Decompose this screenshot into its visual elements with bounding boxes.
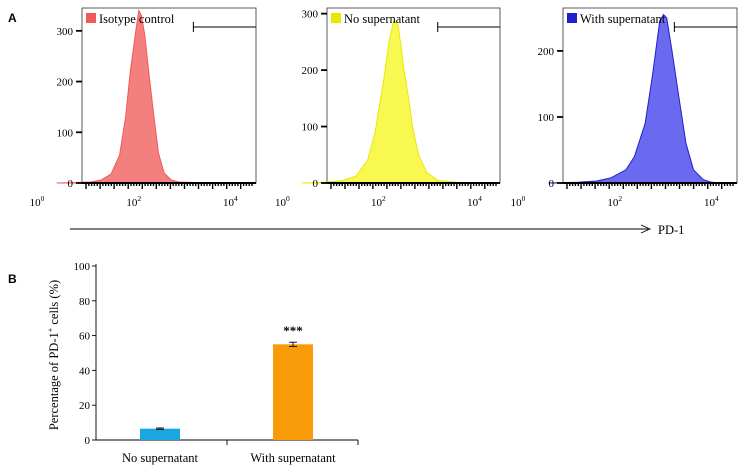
y-tick-label: 80 [79, 296, 91, 308]
x-tick-label: 102 [371, 194, 386, 209]
y-tick-label: 100 [74, 261, 91, 273]
histogram-with-supernatant: 0 100 200 100 102 104 With supernatant [511, 7, 738, 209]
y-tick-label: 200 [57, 77, 74, 89]
histogram-isotype-control: 0 100 200 300 100 102 104 Isotype control [30, 7, 257, 209]
histogram-area [56, 8, 256, 184]
y-tick-label: 200 [538, 46, 555, 58]
y-tick-label: 100 [302, 122, 319, 134]
legend-swatch-with-supernatant [567, 13, 577, 23]
x-category-label: With supernatant [250, 451, 336, 465]
x-tick-label: 104 [467, 194, 482, 209]
y-axis-label: Percentage of PD-1+ cells (%) [46, 280, 61, 430]
x-category-label: No supernatant [122, 451, 199, 465]
y-tick-label: 300 [302, 9, 319, 21]
x-tick-label: 104 [704, 194, 719, 209]
y-tick-label: 0 [85, 435, 91, 447]
panel-b-label: B [8, 272, 17, 286]
x-tick-label: 100 [30, 194, 45, 209]
y-tick-label: 200 [302, 65, 319, 77]
plot-frame [81, 7, 257, 184]
y-tick-label: 0 [313, 178, 319, 190]
y-tick-label: 100 [57, 127, 74, 139]
legend-with-supernatant: With supernatant [580, 12, 666, 26]
x-tick-label: 102 [126, 194, 141, 209]
histogram-no-supernatant: 0 100 200 300 100 102 104 No supernatant [275, 7, 501, 209]
x-tick-label: 104 [223, 194, 238, 209]
histogram-area [548, 13, 737, 184]
y-tick-label: 60 [79, 331, 91, 343]
x-tick-label: 100 [275, 194, 290, 209]
bar-with-supernatant [273, 344, 313, 440]
y-tick-label: 0 [549, 178, 555, 190]
bar-no-supernatant [140, 428, 180, 440]
y-tick-label: 40 [79, 365, 91, 377]
legend-isotype-control: Isotype control [99, 12, 175, 26]
legend-swatch-no-supernatant [331, 13, 341, 23]
x-tick-label: 102 [607, 194, 622, 209]
y-tick-label: 20 [79, 400, 91, 412]
legend-no-supernatant: No supernatant [344, 12, 421, 26]
histogram-area [301, 18, 500, 184]
x-tick-label: 100 [511, 194, 526, 209]
significance-annotation: *** [283, 323, 303, 338]
panel-a-label: A [8, 11, 17, 25]
pd1-axis-label: PD-1 [658, 223, 684, 237]
y-tick-label: 100 [538, 112, 555, 124]
pd1-axis-arrow-head [640, 224, 652, 234]
y-tick-label: 0 [68, 178, 74, 190]
bar-chart-pd1-percentage: 0 20 40 60 80 100 No supernatant With supernata… [46, 261, 359, 465]
y-tick-label: 300 [57, 26, 74, 38]
legend-swatch-isotype-control [86, 13, 96, 23]
